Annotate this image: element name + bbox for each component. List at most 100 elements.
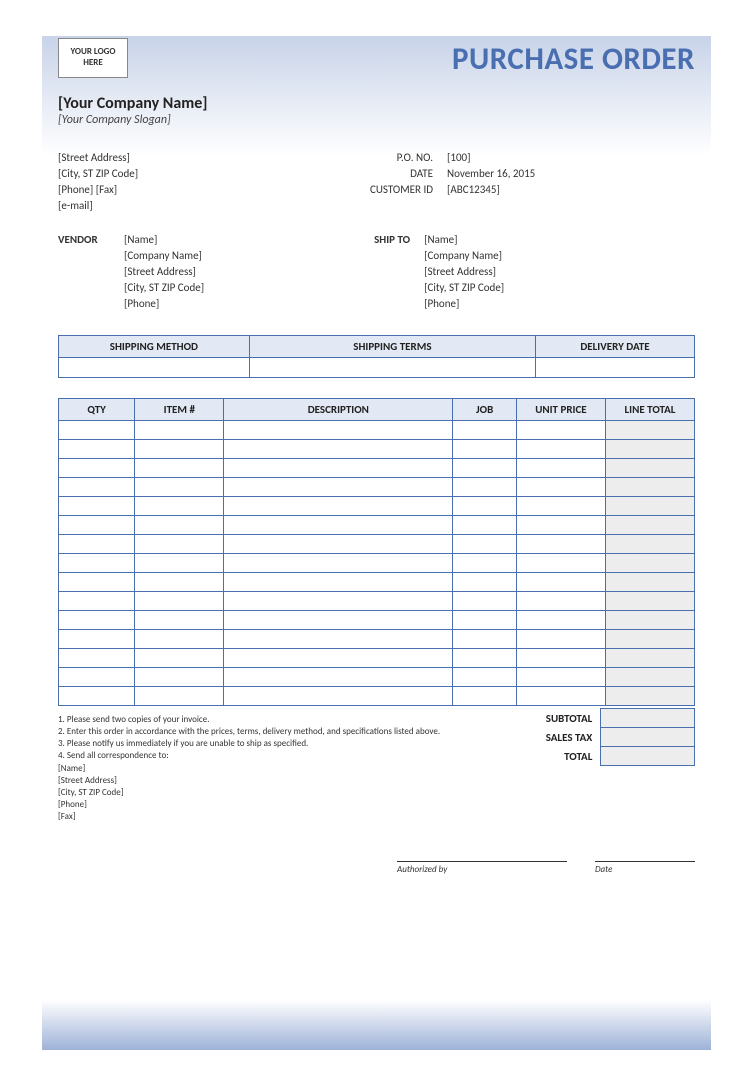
table-cell [453,516,517,535]
salestax-value [601,728,695,747]
table-cell [59,611,135,630]
table-row [59,535,695,554]
instruction-line: 4. Send all correspondence to: [58,750,496,762]
table-cell [453,668,517,687]
vendor-label: VENDOR [58,233,124,313]
shipto-name: [Name] [424,233,504,246]
shipto-city: [City, ST ZIP Code] [424,281,504,294]
table-row [59,668,695,687]
table-row [59,516,695,535]
top-row: YOUR LOGO HERE PURCHASE ORDER [58,36,695,78]
totals-table: SUBTOTAL SALES TAX TOTAL [506,708,695,766]
shipping-header: SHIPPING METHOD [59,336,250,358]
correspondence-line: [City, ST ZIP Code] [58,787,496,799]
logo-placeholder: YOUR LOGO HERE [58,38,128,78]
table-cell [224,687,453,706]
table-cell [516,459,605,478]
table-cell [224,516,453,535]
vendor-city: [City, ST ZIP Code] [124,281,204,294]
table-cell [224,478,453,497]
company-slogan: [Your Company Slogan] [58,113,695,127]
authorized-by-line: Authorized by [397,861,567,875]
table-cell [59,649,135,668]
table-cell [516,687,605,706]
items-table: QTYITEM #DESCRIPTIONJOBUNIT PRICELINE TO… [58,398,695,706]
table-cell [224,535,453,554]
table-cell [516,421,605,440]
items-header: UNIT PRICE [516,399,605,421]
table-cell [135,421,224,440]
total-value [601,747,695,766]
table-cell [135,516,224,535]
table-row [59,649,695,668]
vendor-block: VENDOR [Name] [Company Name] [Street Add… [58,233,204,313]
table-cell [453,478,517,497]
table-cell [135,592,224,611]
table-cell [224,459,453,478]
salestax-label: SALES TAX [506,728,601,747]
party-gap [204,233,354,313]
company-block: [Your Company Name] [Your Company Slogan… [58,94,695,127]
table-cell [59,535,135,554]
table-cell [135,554,224,573]
table-row [59,611,695,630]
table-cell [605,592,694,611]
instructions: 1. Please send two copies of your invoic… [58,708,506,823]
page: YOUR LOGO HERE PURCHASE ORDER [Your Comp… [0,0,753,1080]
table-cell [516,516,605,535]
table-cell [516,630,605,649]
vendor-phone: [Phone] [124,297,204,310]
company-city: [City, ST ZIP Code] [58,167,348,180]
table-cell [224,421,453,440]
meta-labels: P.O. NO. DATE CUSTOMER ID [348,151,433,215]
table-cell [516,497,605,516]
table-row [59,421,695,440]
vendor-street: [Street Address] [124,265,204,278]
parties: VENDOR [Name] [Company Name] [Street Add… [58,233,695,313]
correspondence-line: [Name] [58,763,496,775]
table-cell [59,459,135,478]
table-row [59,478,695,497]
items-header: QTY [59,399,135,421]
shipto-body: [Name] [Company Name] [Street Address] [… [424,233,504,313]
table-cell [224,440,453,459]
company-phone-fax: [Phone] [Fax] [58,183,348,196]
table-cell [135,649,224,668]
table-cell [516,573,605,592]
vendor-body: [Name] [Company Name] [Street Address] [… [124,233,204,313]
meta-row: [Street Address] [City, ST ZIP Code] [Ph… [58,151,695,215]
table-cell [605,478,694,497]
table-cell [59,630,135,649]
customer-id-label: CUSTOMER ID [348,183,433,196]
table-cell [59,592,135,611]
table-cell [59,478,135,497]
correspondence-line: [Phone] [58,799,496,811]
items-header: JOB [453,399,517,421]
table-cell [453,421,517,440]
table-cell [453,554,517,573]
table-cell [135,497,224,516]
company-email: [e-mail] [58,199,348,212]
shipto-phone: [Phone] [424,297,504,310]
subtotal-value [601,709,695,728]
items-header: DESCRIPTION [224,399,453,421]
table-cell [453,459,517,478]
table-cell [516,592,605,611]
table-row [59,440,695,459]
shipping-cell [59,358,250,378]
table-cell [605,668,694,687]
instruction-line: 3. Please notify us immediately if you a… [58,738,496,750]
table-cell [135,630,224,649]
table-cell [135,440,224,459]
table-cell [59,497,135,516]
table-cell [135,535,224,554]
shipto-label: SHIP TO [354,233,424,313]
table-cell [516,649,605,668]
table-cell [605,421,694,440]
table-cell [605,573,694,592]
table-cell [224,611,453,630]
shipto-company: [Company Name] [424,249,504,262]
table-cell [516,554,605,573]
table-cell [605,630,694,649]
table-cell [59,440,135,459]
